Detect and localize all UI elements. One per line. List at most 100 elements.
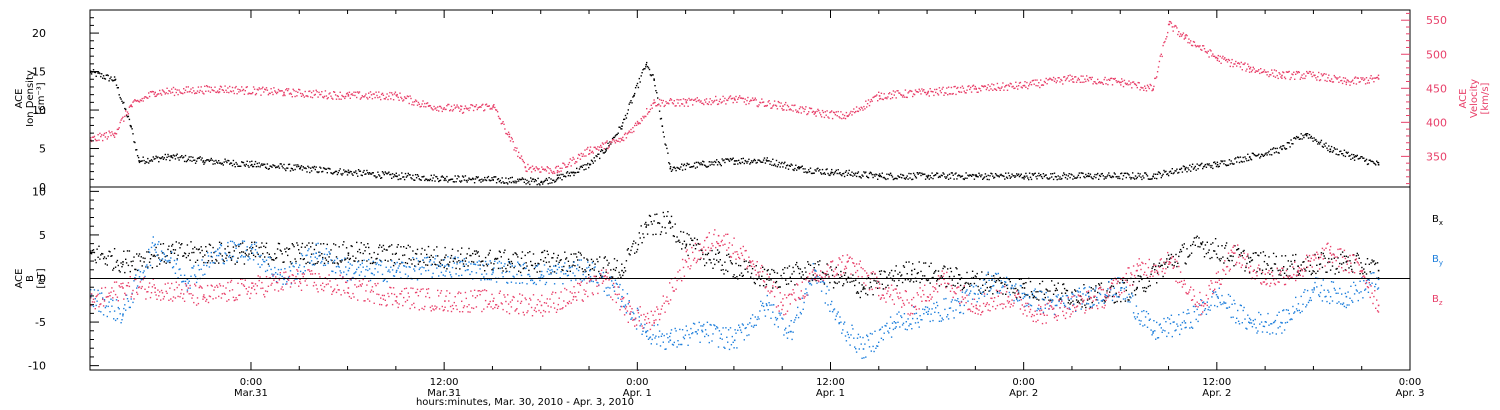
- data-point: [227, 245, 229, 248]
- data-point: [368, 246, 370, 249]
- data-point: [521, 158, 524, 161]
- data-point: [345, 258, 347, 260]
- data-point: [1368, 159, 1370, 161]
- data-point: [1113, 302, 1115, 304]
- data-point: [97, 72, 99, 74]
- data-point: [1154, 177, 1156, 179]
- data-point: [447, 103, 449, 106]
- data-point: [138, 160, 140, 162]
- data-point: [542, 251, 544, 253]
- data-point: [949, 267, 952, 269]
- data-point: [783, 162, 785, 165]
- data-point: [263, 163, 265, 165]
- data-point: [269, 92, 271, 95]
- data-point: [1224, 160, 1226, 162]
- data-point: [416, 279, 419, 281]
- data-point: [1360, 77, 1362, 79]
- data-point: [589, 163, 591, 166]
- data-point: [621, 263, 623, 265]
- data-point: [987, 174, 989, 177]
- data-point: [843, 117, 845, 119]
- data-point: [391, 244, 393, 246]
- data-point: [378, 174, 380, 176]
- data-point: [122, 116, 124, 118]
- data-point: [808, 280, 811, 282]
- data-point: [214, 163, 216, 165]
- data-point: [322, 97, 325, 99]
- data-point: [1343, 149, 1346, 151]
- data-point: [93, 71, 96, 73]
- data-point: [159, 157, 161, 159]
- data-point: [358, 91, 361, 93]
- data-point: [1315, 272, 1317, 275]
- data-point: [1075, 76, 1077, 78]
- data-point: [921, 172, 923, 174]
- data-point: [148, 251, 151, 254]
- data-point: [1143, 290, 1145, 292]
- data-point: [1318, 256, 1320, 259]
- data-point: [531, 178, 534, 180]
- data-point: [352, 255, 354, 257]
- data-point: [380, 98, 382, 101]
- data-point: [446, 175, 448, 178]
- data-point: [774, 165, 777, 167]
- data-point: [808, 263, 810, 265]
- data-point: [139, 260, 142, 262]
- data-point: [1124, 300, 1127, 302]
- data-point: [459, 110, 461, 112]
- data-point: [229, 254, 231, 257]
- data-point: [766, 157, 768, 159]
- data-point: [691, 166, 693, 168]
- data-point: [1173, 264, 1175, 267]
- data-point: [924, 275, 926, 277]
- data-point: [588, 153, 590, 155]
- data-point: [1028, 83, 1031, 85]
- data-point: [1295, 73, 1297, 75]
- data-point: [1181, 171, 1184, 173]
- data-point: [588, 274, 590, 276]
- data-point: [1352, 79, 1354, 81]
- data-point: [252, 165, 254, 168]
- data-point: [990, 286, 992, 288]
- data-point: [570, 253, 572, 255]
- data-point: [326, 243, 328, 246]
- data-point: [1190, 44, 1193, 47]
- data-point: [1012, 175, 1014, 177]
- data-point: [432, 272, 434, 275]
- data-point: [882, 98, 884, 101]
- data-point: [702, 325, 704, 327]
- data-point: [541, 166, 543, 168]
- data-point: [687, 254, 689, 257]
- data-point: [953, 86, 955, 88]
- data-point: [975, 174, 977, 176]
- data-point: [1363, 157, 1365, 159]
- data-point: [322, 258, 324, 260]
- data-point: [1182, 246, 1185, 249]
- data-point: [501, 177, 503, 179]
- data-point: [1145, 173, 1148, 176]
- data-point: [1327, 77, 1329, 79]
- data-point: [588, 264, 591, 266]
- data-point: [1127, 84, 1129, 86]
- data-point: [1099, 82, 1102, 84]
- data-point: [174, 272, 177, 274]
- data-point: [412, 257, 414, 259]
- data-point: [1237, 248, 1239, 251]
- data-point: [842, 284, 844, 287]
- data-point: [654, 85, 656, 87]
- data-point: [1285, 71, 1288, 73]
- data-point: [155, 251, 157, 253]
- data-point: [447, 256, 449, 258]
- data-point: [234, 87, 236, 89]
- data-point: [238, 91, 240, 93]
- data-point: [140, 99, 142, 102]
- data-point: [1259, 72, 1261, 75]
- data-point: [843, 274, 846, 276]
- data-point: [468, 177, 470, 179]
- data-point: [910, 173, 912, 175]
- data-point: [993, 275, 995, 277]
- data-point: [850, 110, 852, 113]
- data-point: [242, 251, 245, 253]
- data-point: [1271, 72, 1274, 74]
- data-point: [178, 89, 180, 91]
